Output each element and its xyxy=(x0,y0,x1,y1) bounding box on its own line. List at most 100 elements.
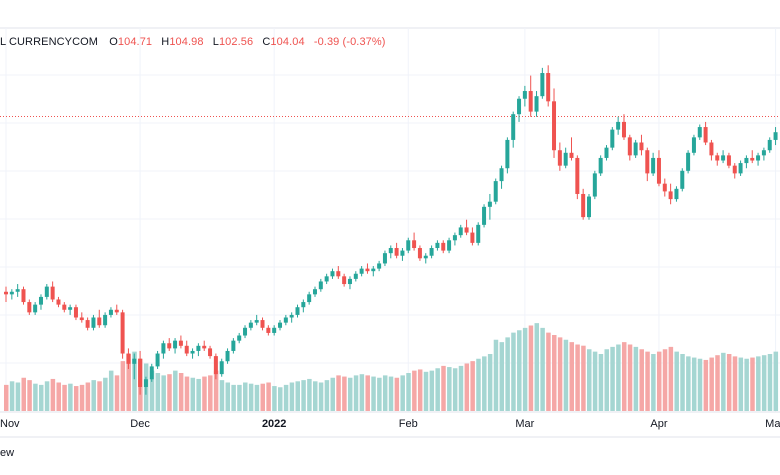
candle[interactable] xyxy=(324,273,329,285)
candle[interactable] xyxy=(721,150,726,164)
candle[interactable] xyxy=(114,304,119,315)
candle[interactable] xyxy=(726,152,731,169)
candle[interactable] xyxy=(697,124,702,140)
candle[interactable] xyxy=(552,88,557,158)
candle[interactable] xyxy=(429,245,434,259)
candle[interactable] xyxy=(645,147,650,182)
candle[interactable] xyxy=(627,134,632,161)
candle[interactable] xyxy=(680,168,685,192)
candle[interactable] xyxy=(149,363,154,382)
candle[interactable] xyxy=(254,314,259,326)
candle[interactable] xyxy=(347,276,352,290)
candle[interactable] xyxy=(709,139,714,161)
candle[interactable] xyxy=(272,325,277,336)
candle[interactable] xyxy=(56,296,61,308)
candle[interactable] xyxy=(621,114,626,140)
candle[interactable] xyxy=(557,142,562,171)
candle[interactable] xyxy=(540,67,545,99)
candle[interactable] xyxy=(476,222,481,246)
candle[interactable] xyxy=(44,284,49,300)
candle[interactable] xyxy=(359,266,364,277)
candle[interactable] xyxy=(750,150,755,164)
candle[interactable] xyxy=(412,232,417,251)
candle[interactable] xyxy=(342,273,347,287)
candle[interactable] xyxy=(353,271,358,282)
candle[interactable] xyxy=(534,91,539,117)
candle[interactable] xyxy=(563,147,568,169)
candle[interactable] xyxy=(208,345,213,359)
candle[interactable] xyxy=(674,186,679,202)
candle[interactable] xyxy=(394,242,399,259)
candle[interactable] xyxy=(4,286,8,303)
candles[interactable] xyxy=(4,65,778,395)
candle[interactable] xyxy=(528,75,533,117)
candle[interactable] xyxy=(382,250,387,267)
candle[interactable] xyxy=(138,350,143,395)
candle[interactable] xyxy=(371,266,376,277)
candle[interactable] xyxy=(330,268,335,279)
candle[interactable] xyxy=(732,163,737,179)
candle[interactable] xyxy=(499,165,504,189)
candle[interactable] xyxy=(9,289,14,300)
candle[interactable] xyxy=(546,65,551,107)
candle[interactable] xyxy=(202,340,207,351)
candle[interactable] xyxy=(639,134,644,156)
candle[interactable] xyxy=(108,307,113,318)
candle[interactable] xyxy=(167,338,172,351)
candle[interactable] xyxy=(278,320,283,331)
candle[interactable] xyxy=(260,317,265,331)
candle[interactable] xyxy=(686,150,691,174)
candle[interactable] xyxy=(62,302,67,313)
candle[interactable] xyxy=(522,85,527,107)
candle[interactable] xyxy=(219,358,224,377)
candle[interactable] xyxy=(266,325,271,336)
candle[interactable] xyxy=(517,96,522,122)
candle[interactable] xyxy=(592,170,597,200)
candle[interactable] xyxy=(691,134,696,156)
candle[interactable] xyxy=(231,338,236,354)
candle[interactable] xyxy=(715,152,720,166)
candle[interactable] xyxy=(435,240,440,251)
candle[interactable] xyxy=(458,224,463,238)
candle[interactable] xyxy=(196,343,201,357)
candle[interactable] xyxy=(289,312,294,323)
candle[interactable] xyxy=(73,304,78,321)
candle[interactable] xyxy=(470,227,475,246)
candle[interactable] xyxy=(575,155,580,200)
candle[interactable] xyxy=(243,325,248,339)
candle[interactable] xyxy=(452,232,457,246)
candle[interactable] xyxy=(143,376,148,395)
candle[interactable] xyxy=(173,338,178,354)
candle[interactable] xyxy=(15,284,20,297)
candle[interactable] xyxy=(662,178,667,197)
candle[interactable] xyxy=(598,155,603,176)
candle[interactable] xyxy=(184,340,189,357)
candle[interactable] xyxy=(388,245,393,259)
candle[interactable] xyxy=(33,302,38,315)
candle[interactable] xyxy=(493,178,498,205)
candle[interactable] xyxy=(365,263,370,274)
candle[interactable] xyxy=(91,314,96,331)
candle[interactable] xyxy=(312,286,317,297)
candle[interactable] xyxy=(103,312,108,328)
candle[interactable] xyxy=(744,155,749,169)
candle[interactable] xyxy=(441,240,446,254)
candle[interactable] xyxy=(132,353,137,380)
candle[interactable] xyxy=(178,335,183,349)
candle[interactable] xyxy=(27,299,32,315)
candle[interactable] xyxy=(464,219,469,236)
candle[interactable] xyxy=(423,253,428,264)
candle[interactable] xyxy=(307,291,312,305)
candle[interactable] xyxy=(587,193,591,220)
candle[interactable] xyxy=(301,299,306,313)
candle[interactable] xyxy=(505,137,510,174)
candle[interactable] xyxy=(447,237,452,254)
candle[interactable] xyxy=(738,160,743,176)
candle[interactable] xyxy=(633,139,638,158)
candle[interactable] xyxy=(703,121,708,146)
candle[interactable] xyxy=(190,348,195,359)
candle[interactable] xyxy=(482,204,487,228)
candle[interactable] xyxy=(318,278,323,292)
